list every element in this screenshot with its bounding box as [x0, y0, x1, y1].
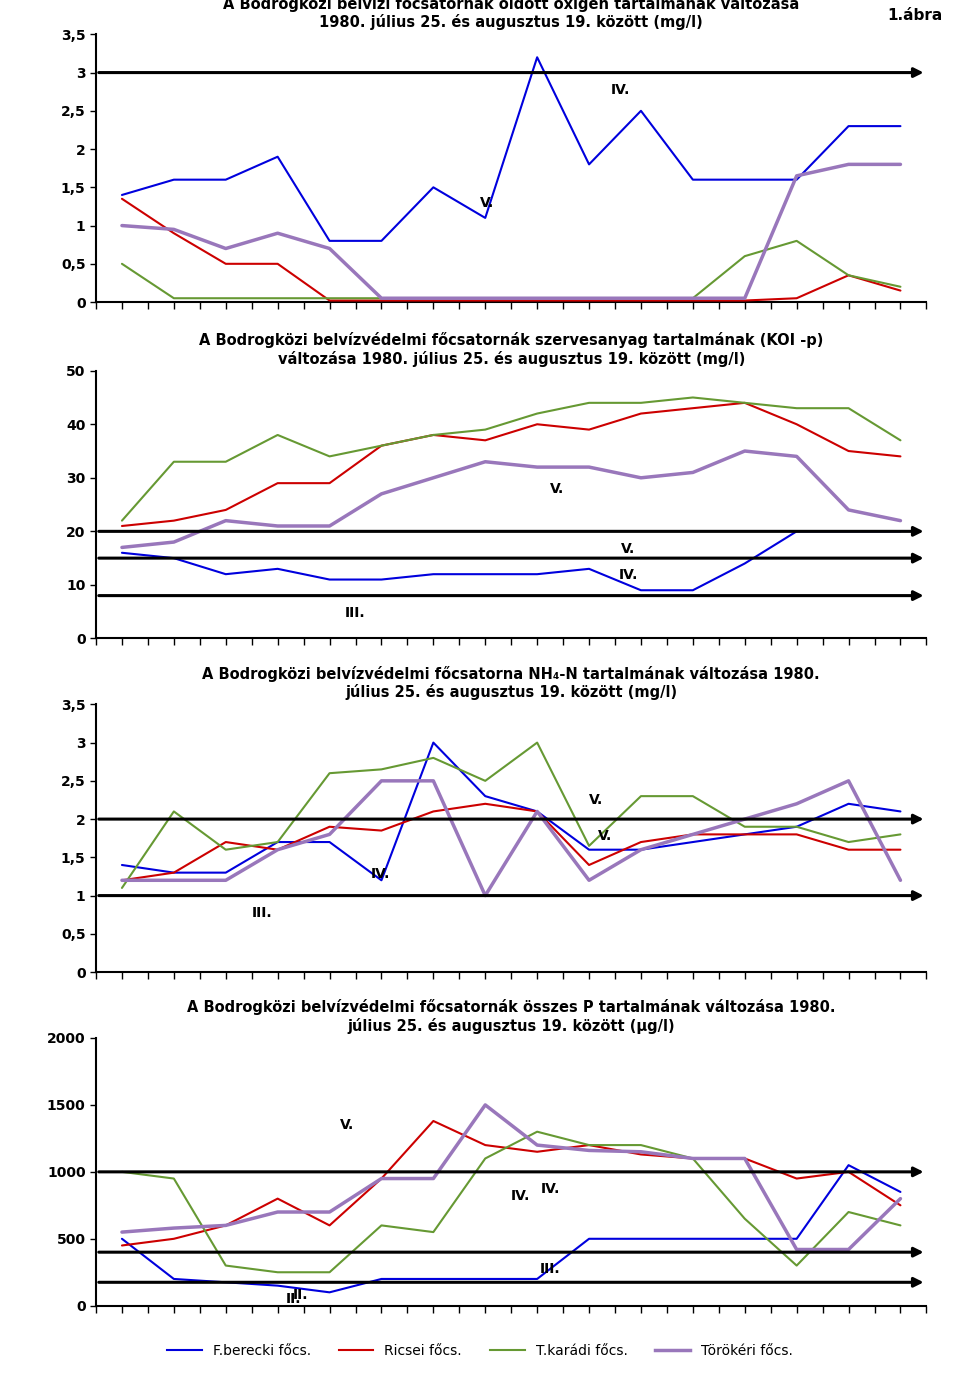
Text: IV.: IV. [372, 868, 391, 881]
Title: A Bodrogközi belvízvédelmi főcsatornák összes P tartalmának változása 1980.
júli: A Bodrogközi belvízvédelmi főcsatornák ö… [187, 1000, 835, 1034]
Text: IV.: IV. [540, 1182, 560, 1196]
Text: V.: V. [589, 794, 603, 807]
Text: V.: V. [480, 195, 494, 210]
Text: V.: V. [621, 541, 636, 556]
Text: IV.: IV. [618, 568, 637, 582]
Text: III.: III. [346, 605, 366, 619]
Text: II.: II. [285, 1292, 301, 1307]
Text: III.: III. [540, 1262, 561, 1277]
Text: V.: V. [597, 829, 612, 843]
Text: IV.: IV. [611, 82, 630, 96]
Legend: F.berecki főcs., Ricsei főcs., T.karádi főcs., Törökéri főcs.: F.berecki főcs., Ricsei főcs., T.karádi … [161, 1339, 799, 1363]
Text: III.: III. [252, 906, 273, 920]
Text: V.: V. [340, 1118, 354, 1131]
Title: A Bodrogközi belvízvédelmi főcsatorna NH₄-N tartalmának változása 1980.
július 2: A Bodrogközi belvízvédelmi főcsatorna NH… [203, 666, 820, 700]
Text: V.: V. [550, 482, 564, 496]
Text: 1.ábra: 1.ábra [888, 7, 943, 22]
Text: IV.: IV. [511, 1189, 531, 1203]
Text: II.: II. [293, 1288, 309, 1302]
Title: A Bodrogközi belvízvédelmi főcsatornák szervesanyag tartalmának (KOI -p)
változá: A Bodrogközi belvízvédelmi főcsatornák s… [199, 332, 824, 367]
Title: A Bodrogközi belvízi főcsatornák oldott oxigén tartalmának változása
1980. júliu: A Bodrogközi belvízi főcsatornák oldott … [223, 0, 800, 30]
